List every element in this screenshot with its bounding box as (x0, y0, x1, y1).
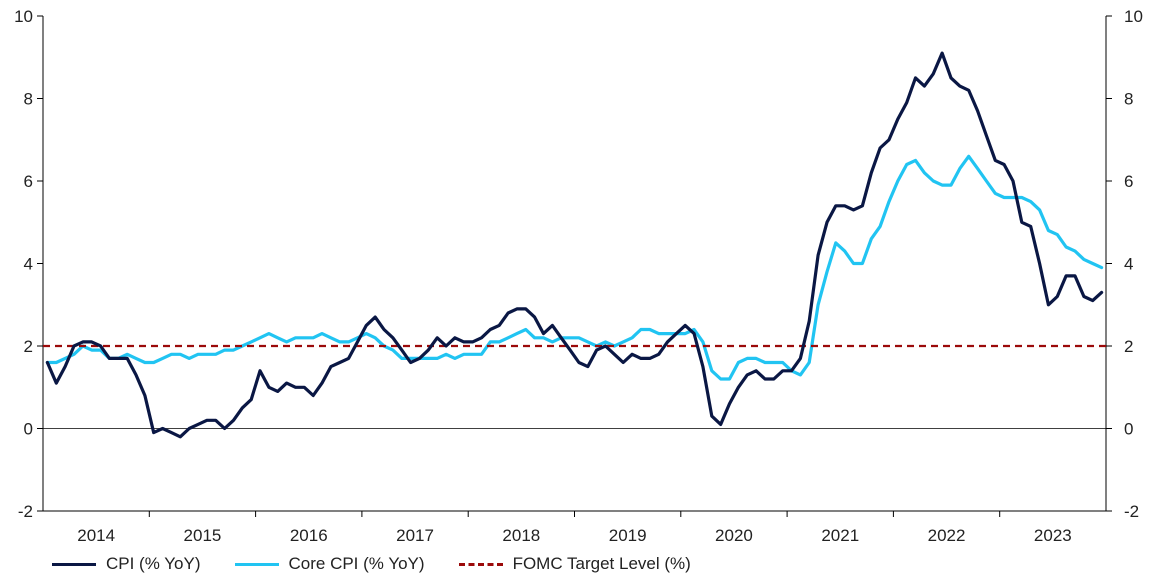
right-y-tick-label: 6 (1124, 172, 1133, 191)
x-tick-label: 2022 (928, 526, 966, 545)
legend-item-core-cpi: Core CPI (% YoY) (234, 554, 425, 574)
left-y-tick-label: 8 (24, 90, 33, 109)
legend-swatch-fomc-target (458, 562, 503, 566)
left-y-axis-labels: -2 0 2 4 6 8 10 (14, 7, 33, 521)
series-line-cpi (45, 51, 1104, 439)
right-y-tick-label: 8 (1124, 90, 1133, 109)
right-y-axis-labels: -2 0 2 4 6 8 10 (1124, 7, 1143, 521)
left-y-tick-label: 0 (24, 420, 33, 439)
legend-swatch-core-cpi (234, 562, 279, 566)
legend-label-core-cpi: Core CPI (% YoY) (288, 554, 425, 573)
legend: CPI (% YoY) Core CPI (% YoY) FOMC Target… (52, 552, 691, 576)
legend-label-cpi: CPI (% YoY) (106, 554, 201, 573)
right-y-tick-label: 10 (1124, 7, 1143, 26)
x-tick-label: 2021 (821, 526, 859, 545)
left-y-tick-label: -2 (18, 502, 33, 521)
right-y-tick-label: 2 (1124, 337, 1133, 356)
left-y-tick-label: 2 (24, 337, 33, 356)
right-y-tick-label: 4 (1124, 255, 1133, 274)
legend-item-fomc-target: FOMC Target Level (%) (458, 554, 691, 574)
x-tick-label: 2020 (715, 526, 753, 545)
x-tick-label: 2015 (184, 526, 222, 545)
right-y-tick-label: -2 (1124, 502, 1139, 521)
axes (37, 15, 1112, 517)
left-y-tick-label: 10 (14, 7, 33, 26)
series-line-core-cpi (45, 154, 1104, 381)
x-tick-label: 2019 (609, 526, 647, 545)
x-tick-label: 2016 (290, 526, 328, 545)
series-lines (43, 51, 1106, 439)
left-y-tick-label: 4 (24, 255, 33, 274)
x-axis-labels: 2014 2015 2016 2017 2018 2019 2020 2021 2022 2023 (77, 526, 1072, 545)
x-tick-label: 2017 (396, 526, 434, 545)
left-y-tick-label: 6 (24, 172, 33, 191)
right-y-tick-label: 0 (1124, 420, 1133, 439)
x-tick-label: 2023 (1034, 526, 1072, 545)
x-tick-label: 2014 (77, 526, 115, 545)
legend-label-fomc-target: FOMC Target Level (%) (512, 554, 691, 573)
x-tick-label: 2018 (502, 526, 540, 545)
legend-item-cpi: CPI (% YoY) (52, 554, 201, 574)
legend-swatch-cpi (52, 562, 96, 566)
